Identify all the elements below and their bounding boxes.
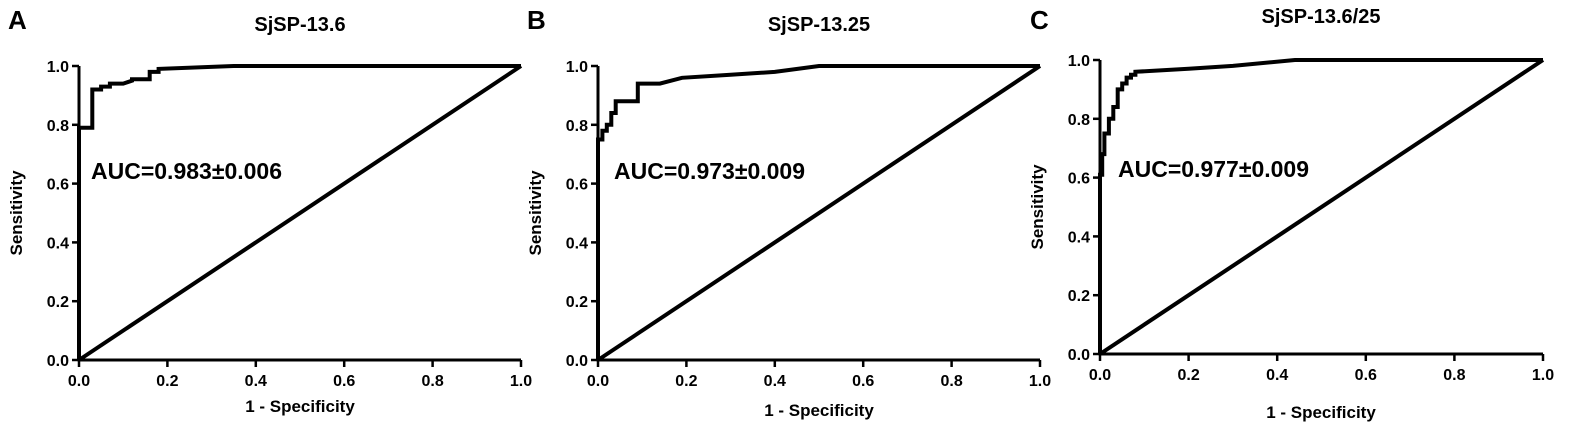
y-tick-label: 1.0 bbox=[47, 59, 69, 76]
y-tick-label: 0.6 bbox=[47, 177, 69, 194]
y-axis-label: Sensitivity bbox=[1028, 164, 1047, 250]
panel-letter: C bbox=[1030, 5, 1049, 35]
auc-annotation: AUC=0.977±0.009 bbox=[1118, 156, 1309, 182]
reference-diagonal bbox=[596, 64, 1042, 362]
y-axis-label: Sensitivity bbox=[526, 170, 545, 256]
y-tick-label: 0.2 bbox=[1068, 288, 1090, 305]
panel-a: A SjSP-13.6 1 - Specificity Sensitivity … bbox=[7, 5, 532, 416]
y-tick-label: 0.6 bbox=[566, 177, 588, 194]
panel-b: B SjSP-13.25 1 - Specificity Sensitivity… bbox=[526, 5, 1051, 420]
roc-curve bbox=[596, 64, 1040, 360]
y-tick-label: 0.8 bbox=[47, 118, 69, 135]
x-tick-label: 0.2 bbox=[675, 373, 697, 390]
roc-curve bbox=[77, 64, 521, 360]
x-tick-label: 0.0 bbox=[587, 373, 609, 390]
x-tick-label: 0.4 bbox=[245, 373, 267, 390]
y-tick-label: 0.4 bbox=[47, 235, 69, 252]
panel-title: SjSP-13.25 bbox=[768, 14, 870, 36]
reference-diagonal bbox=[77, 64, 523, 362]
x-tick-label: 0.8 bbox=[940, 373, 962, 390]
x-tick-label: 0.8 bbox=[421, 373, 443, 390]
y-tick-label: 0.8 bbox=[566, 118, 588, 135]
x-tick-label: 0.8 bbox=[1443, 367, 1465, 384]
y-tick-label: 0.4 bbox=[566, 235, 588, 252]
x-tick-label: 0.0 bbox=[68, 373, 90, 390]
x-axis-label: 1 - Specificity bbox=[764, 401, 874, 420]
y-axis-label: Sensitivity bbox=[7, 170, 26, 256]
x-tick-label: 0.6 bbox=[1355, 367, 1377, 384]
y-tick-label: 1.0 bbox=[566, 59, 588, 76]
x-tick-label: 0.2 bbox=[1177, 367, 1199, 384]
x-tick-label: 0.6 bbox=[333, 373, 355, 390]
panel-c: C SjSP-13.6/25 1 - Specificity Sensitivi… bbox=[1028, 5, 1554, 422]
auc-annotation: AUC=0.983±0.006 bbox=[91, 158, 282, 184]
y-tick-label: 0.0 bbox=[47, 353, 69, 370]
x-tick-label: 1.0 bbox=[510, 373, 532, 390]
x-axis-label: 1 - Specificity bbox=[245, 397, 355, 416]
roc-curve bbox=[1098, 58, 1543, 354]
y-tick-label: 0.0 bbox=[566, 353, 588, 370]
y-tick-label: 0.4 bbox=[1068, 229, 1090, 246]
y-tick-label: 0.8 bbox=[1068, 112, 1090, 129]
panel-title: SjSP-13.6 bbox=[254, 14, 345, 36]
y-tick-label: 0.2 bbox=[47, 294, 69, 311]
x-tick-label: 0.4 bbox=[1266, 367, 1288, 384]
y-tick-label: 0.2 bbox=[566, 294, 588, 311]
y-tick-label: 1.0 bbox=[1068, 53, 1090, 70]
panel-letter: A bbox=[8, 5, 27, 35]
x-tick-label: 0.2 bbox=[156, 373, 178, 390]
x-axis-label: 1 - Specificity bbox=[1266, 403, 1376, 422]
y-tick-label: 0.6 bbox=[1068, 171, 1090, 188]
auc-annotation: AUC=0.973±0.009 bbox=[614, 158, 805, 184]
x-tick-label: 0.4 bbox=[764, 373, 786, 390]
x-tick-label: 1.0 bbox=[1532, 367, 1554, 384]
reference-diagonal bbox=[1098, 58, 1545, 356]
x-tick-label: 0.0 bbox=[1089, 367, 1111, 384]
y-tick-label: 0.0 bbox=[1068, 347, 1090, 364]
panel-title: SjSP-13.6/25 bbox=[1262, 6, 1381, 28]
x-tick-label: 0.6 bbox=[852, 373, 874, 390]
panel-letter: B bbox=[527, 5, 546, 35]
x-tick-label: 1.0 bbox=[1029, 373, 1051, 390]
